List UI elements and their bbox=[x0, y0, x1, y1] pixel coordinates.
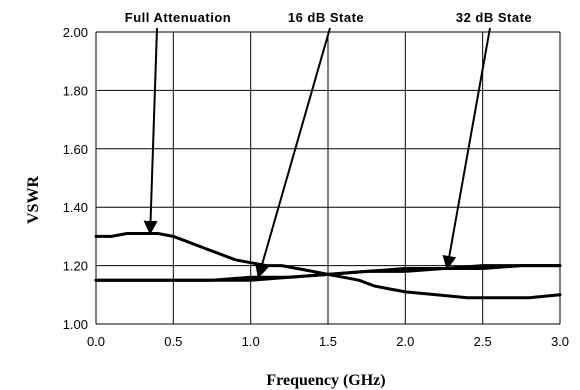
y-tick-labels: 1.00 1.20 1.40 1.60 1.80 2.00 bbox=[63, 25, 88, 332]
x-tick-label: 1.0 bbox=[242, 334, 260, 349]
y-tick-label: 2.00 bbox=[63, 25, 88, 40]
y-tick-label: 1.80 bbox=[63, 83, 88, 98]
x-tick-label: 1.5 bbox=[319, 334, 337, 349]
x-tick-labels: 0.0 0.5 1.0 1.5 2.0 2.5 3.0 bbox=[87, 334, 569, 349]
y-tick-label: 1.00 bbox=[63, 317, 88, 332]
series-lines bbox=[94, 232, 562, 300]
x-tick-label: 0.0 bbox=[87, 334, 105, 349]
x-axis-title: Frequency (GHz) bbox=[266, 372, 385, 389]
series-line-3 bbox=[94, 264, 562, 282]
annotation-label: 16 dB State bbox=[288, 10, 364, 25]
annotation-label: Full Attenuation bbox=[125, 10, 231, 25]
series-line-1 bbox=[94, 232, 562, 300]
x-tick-label: 2.5 bbox=[474, 334, 492, 349]
y-tick-label: 1.60 bbox=[63, 142, 88, 157]
y-tick-label: 1.40 bbox=[63, 200, 88, 215]
y-axis-title: VSWR bbox=[25, 176, 42, 224]
x-tick-label: 0.5 bbox=[164, 334, 182, 349]
x-tick-label: 2.0 bbox=[396, 334, 414, 349]
annotation-arrow bbox=[255, 27, 331, 279]
annotation-arrow bbox=[143, 27, 158, 235]
annotation-arrow bbox=[442, 27, 491, 270]
y-tick-label: 1.20 bbox=[63, 259, 88, 274]
x-tick-label: 3.0 bbox=[551, 334, 569, 349]
annotations: Full Attenuation 16 dB State 32 dB State bbox=[125, 10, 532, 279]
annotation-label: 32 dB State bbox=[456, 10, 532, 25]
